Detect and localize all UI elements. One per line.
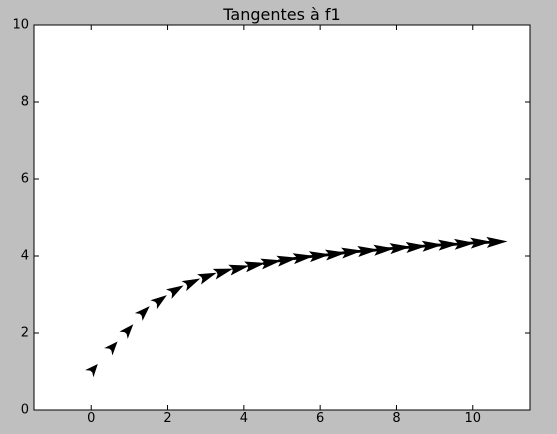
tangent-arrow xyxy=(354,245,379,257)
plot-area xyxy=(34,25,530,410)
tangent-arrow xyxy=(119,324,134,339)
y-tick-label: 6 xyxy=(21,172,29,187)
arrow-series xyxy=(85,236,508,378)
tangent-arrow xyxy=(228,264,250,276)
y-tick-label: 10 xyxy=(12,18,29,33)
tangent-arrow xyxy=(181,278,201,292)
tangent-arrow xyxy=(445,238,476,250)
tangent-arrow xyxy=(165,285,184,299)
tangent-arrow xyxy=(476,236,508,248)
y-tick-label: 2 xyxy=(21,326,29,341)
tangent-arrow xyxy=(415,240,444,252)
y-tick-label: 4 xyxy=(21,249,29,264)
tangent-arrow xyxy=(276,255,298,267)
plot-frame xyxy=(33,24,531,411)
tangent-arrow xyxy=(461,237,492,249)
y-tick-label: 8 xyxy=(21,95,29,110)
tangent-arrow xyxy=(134,306,150,321)
y-axis: 0 2 4 6 8 10 xyxy=(12,18,530,418)
tangent-arrow xyxy=(384,243,411,255)
x-tick-label: 10 xyxy=(464,411,481,426)
tangent-arrow xyxy=(212,268,234,280)
tangent-arrow xyxy=(260,258,282,270)
tangent-arrow xyxy=(104,341,118,356)
tangent-arrow xyxy=(400,241,428,253)
x-tick-label: 0 xyxy=(87,411,95,426)
tangent-arrow xyxy=(430,239,460,251)
y-tick-label: 0 xyxy=(21,403,29,418)
x-tick-label: 4 xyxy=(240,411,248,426)
tangent-arrow xyxy=(150,295,167,310)
chart-title: Tangentes à f1 xyxy=(222,5,340,24)
x-tick-label: 8 xyxy=(392,411,400,426)
x-axis: 0 2 4 6 8 10 xyxy=(87,25,481,426)
x-tick-label: 6 xyxy=(316,411,324,426)
tangent-arrow xyxy=(244,261,266,273)
x-tick-label: 2 xyxy=(163,411,171,426)
tangent-arrow xyxy=(85,363,98,378)
tangent-arrow xyxy=(197,272,217,285)
